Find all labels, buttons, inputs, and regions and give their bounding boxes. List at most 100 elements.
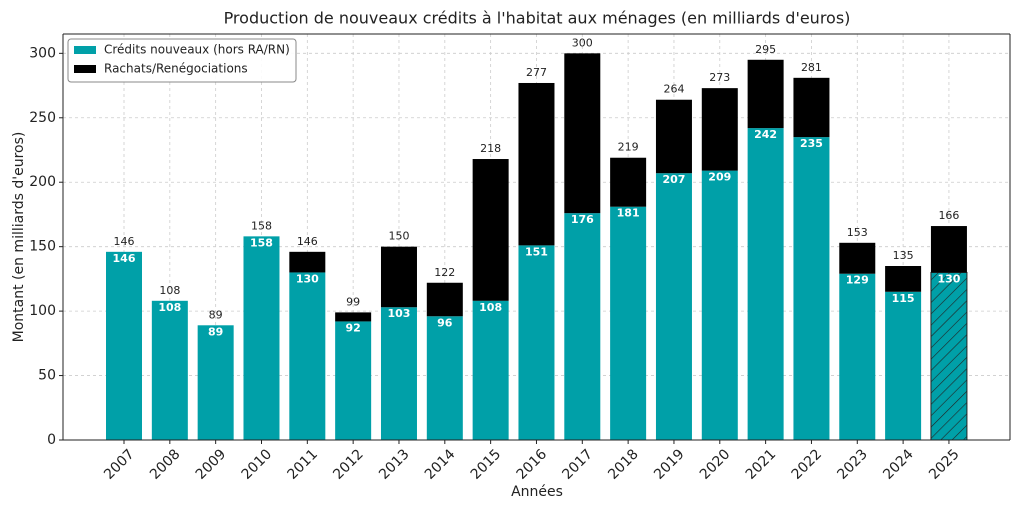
- bar-segment: [380, 307, 417, 440]
- bar-segment: [885, 266, 922, 292]
- bar-value-label: 181: [617, 207, 640, 220]
- legend-label: Rachats/Renégociations: [104, 62, 248, 76]
- x-tick-label: 2015: [468, 446, 505, 483]
- bar-value-label: 89: [208, 325, 223, 338]
- bar-segment: [518, 245, 555, 440]
- x-tick-label: 2024: [880, 446, 917, 483]
- total-label: 166: [938, 209, 959, 222]
- bar-value-label: 235: [800, 137, 823, 150]
- bar-segment: [472, 300, 509, 440]
- x-tick-label: 2023: [834, 446, 871, 483]
- total-label: 264: [663, 83, 684, 96]
- bar-value-label: 115: [892, 292, 915, 305]
- bar-value-label: 92: [345, 321, 360, 334]
- x-tick-label: 2009: [193, 446, 230, 483]
- legend-box: [67, 38, 297, 83]
- total-label: 219: [618, 141, 639, 154]
- y-tick-label: 100: [29, 303, 56, 319]
- y-tick-label: 0: [47, 432, 56, 448]
- bar-value-label: 209: [708, 171, 731, 184]
- legend-swatch: [74, 65, 96, 73]
- bar-segment: [289, 251, 326, 273]
- total-label: 300: [572, 36, 593, 49]
- total-label: 146: [297, 235, 318, 248]
- x-tick-label: 2017: [559, 446, 596, 483]
- total-label: 281: [801, 61, 822, 74]
- bar-value-label: 108: [158, 301, 181, 314]
- legend-swatch: [74, 46, 96, 54]
- y-tick-label: 250: [29, 110, 56, 126]
- x-tick-label: 2025: [926, 446, 963, 483]
- bar-segment: [610, 206, 647, 440]
- total-label: 89: [209, 308, 223, 321]
- x-axis-label: Années: [511, 484, 563, 500]
- bar-segment: [701, 88, 738, 171]
- bar-segment: [885, 291, 922, 440]
- bar-value-label: 151: [525, 245, 548, 258]
- y-tick-label: 50: [38, 368, 56, 384]
- x-tick-label: 2014: [422, 446, 459, 483]
- bar-segment: [610, 157, 647, 207]
- total-label: 158: [251, 219, 272, 232]
- x-tick-label: 2016: [514, 446, 551, 483]
- total-label: 146: [114, 235, 135, 248]
- x-tick-label: 2018: [605, 446, 642, 483]
- bar-segment: [930, 226, 967, 273]
- total-label: 108: [159, 284, 180, 297]
- bar-segment: [106, 251, 142, 440]
- bar-value-label: 129: [846, 274, 869, 287]
- total-label: 277: [526, 66, 547, 79]
- total-label: 122: [434, 266, 455, 279]
- bar-value-label: 146: [113, 252, 136, 265]
- bar-segment: [747, 128, 784, 441]
- bar-segment: [793, 137, 830, 440]
- bar-segment: [839, 242, 876, 274]
- bar-segment: [564, 213, 601, 440]
- bar-segment: [839, 273, 876, 440]
- bar-segment: [564, 53, 601, 214]
- bar-value-label: 103: [387, 307, 410, 320]
- y-tick-label: 150: [29, 239, 56, 255]
- y-tick-label: 200: [29, 174, 56, 190]
- legend: Crédits nouveaux (hors RA/RN) Rachats/Ren…: [67, 38, 297, 83]
- bar-segment: [426, 282, 463, 317]
- bar-segment: [426, 316, 463, 440]
- bar-segment: [518, 82, 555, 246]
- bar-value-label: 207: [662, 173, 685, 186]
- bar-segment: [380, 246, 417, 308]
- total-label: 295: [755, 43, 776, 56]
- bar-value-label: 130: [937, 272, 960, 285]
- bar-value-label: 176: [571, 213, 594, 226]
- bar-segment: [701, 170, 738, 440]
- x-tick-label: 2007: [101, 446, 138, 483]
- chart-title: Production de nouveaux crédits à l'habit…: [224, 9, 851, 28]
- total-label: 218: [480, 142, 501, 155]
- bar-value-label: 242: [754, 128, 777, 141]
- total-label: 273: [709, 71, 730, 84]
- total-label: 99: [346, 295, 360, 308]
- bar-value-label: 96: [437, 316, 453, 329]
- y-tick-label: 300: [29, 45, 56, 61]
- bar-hatch: [930, 271, 968, 441]
- legend-label: Crédits nouveaux (hors RA/RN): [104, 43, 290, 57]
- total-label: 135: [893, 249, 914, 262]
- bar-value-label: 158: [250, 236, 273, 249]
- bar-value-label: 130: [296, 272, 319, 285]
- x-tick-label: 2013: [376, 446, 413, 483]
- total-label: 150: [388, 230, 409, 243]
- x-tick-label: 2021: [743, 446, 780, 483]
- x-tick-label: 2022: [789, 446, 826, 483]
- bar-segment: [289, 272, 326, 440]
- x-tick-label: 2019: [651, 446, 688, 483]
- bar-value-label: 108: [479, 301, 502, 314]
- bar-segment: [335, 312, 372, 322]
- x-tick-label: 2011: [284, 446, 321, 483]
- bar-segment: [197, 325, 234, 440]
- bar-segment: [151, 300, 188, 440]
- x-tick-label: 2010: [239, 446, 276, 483]
- bar-segment: [335, 321, 372, 440]
- bar-segment: [655, 173, 692, 440]
- total-label: 153: [847, 226, 868, 239]
